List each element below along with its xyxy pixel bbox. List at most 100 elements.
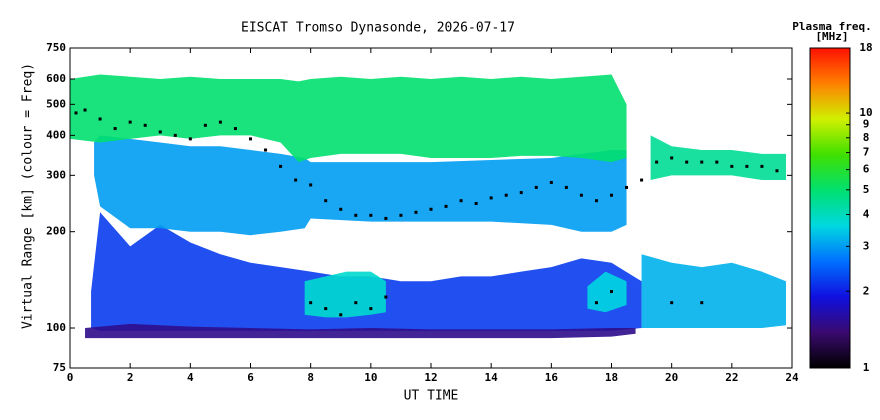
x-tick-label: 12 — [424, 371, 437, 384]
y-tick-label: 750 — [46, 41, 66, 54]
y-tick-label: 100 — [46, 321, 66, 334]
x-tick-label: 22 — [725, 371, 738, 384]
x-tick-label: 18 — [605, 371, 618, 384]
x-tick-label: 24 — [785, 371, 799, 384]
trace-point — [203, 123, 207, 127]
y-tick-label: 400 — [46, 128, 66, 141]
trace-point — [309, 183, 313, 187]
echo-layer — [70, 74, 627, 163]
trace-point — [444, 204, 448, 208]
trace-point — [429, 207, 433, 211]
trace-point — [143, 123, 147, 127]
trace-point — [700, 301, 704, 305]
colorbar-unit: [MHz] — [815, 30, 848, 43]
trace-point — [309, 301, 313, 305]
trace-point — [549, 180, 553, 184]
trace-point — [519, 191, 523, 195]
trace-point — [128, 120, 132, 124]
trace-point — [594, 301, 598, 305]
x-tick-label: 6 — [247, 371, 254, 384]
trace-point — [249, 137, 252, 141]
colorbar-tick-label: 8 — [863, 131, 870, 144]
trace-point — [264, 148, 268, 152]
chart-title: EISCAT Tromso Dynasonde, 2026-07-17 — [241, 21, 515, 36]
trace-point — [354, 213, 358, 217]
trace-point — [610, 193, 613, 197]
trace-point — [83, 108, 87, 112]
x-axis-label: UT TIME — [404, 389, 459, 404]
trace-point — [324, 199, 328, 203]
trace-point — [188, 137, 192, 141]
echo-layer — [650, 135, 786, 181]
trace-point — [218, 120, 222, 124]
trace-point — [474, 201, 478, 205]
echo-layer — [641, 254, 786, 329]
y-axis-label: Virtual Range [km] (colour = Freq) — [21, 63, 36, 329]
x-tick-label: 14 — [485, 371, 499, 384]
echo-layer — [94, 135, 627, 236]
trace-point — [369, 213, 373, 217]
trace-point — [74, 111, 78, 115]
colorbar-tick-label: 9 — [863, 118, 870, 131]
trace-point — [579, 193, 583, 197]
x-tick-label: 0 — [67, 371, 74, 384]
trace-point — [670, 301, 674, 305]
y-tick-label: 500 — [46, 97, 66, 110]
trace-point — [625, 185, 629, 189]
trace-point — [369, 307, 373, 311]
trace-point — [384, 295, 388, 299]
trace-point — [715, 160, 719, 164]
trace-point — [113, 127, 117, 131]
x-tick-label: 2 — [127, 371, 134, 384]
trace-point — [670, 156, 674, 160]
trace-point — [294, 178, 298, 182]
x-tick-label: 10 — [364, 371, 377, 384]
trace-point — [459, 199, 463, 203]
trace-point — [399, 213, 403, 217]
trace-point — [98, 117, 102, 121]
y-tick-label: 200 — [46, 225, 66, 238]
trace-point — [279, 164, 283, 168]
trace-point — [339, 313, 343, 317]
x-tick-label: 8 — [307, 371, 314, 384]
trace-point — [324, 307, 328, 311]
trace-point — [685, 160, 689, 164]
trace-point — [504, 193, 508, 197]
colorbar-tick-label: 6 — [863, 163, 870, 176]
colorbar-tick-label: 10 — [859, 106, 872, 119]
trace-point — [233, 127, 237, 131]
trace-point — [610, 290, 613, 294]
colorbar-tick-label: 4 — [863, 208, 870, 221]
trace-point — [489, 196, 493, 200]
trace-point — [700, 160, 704, 164]
colorbar-tick-label: 5 — [863, 183, 870, 196]
colorbar-tick-label: 18 — [859, 41, 872, 54]
trace-point — [414, 210, 418, 214]
trace-point — [640, 178, 644, 182]
x-tick-label: 20 — [665, 371, 678, 384]
trace-point — [173, 133, 177, 137]
trace-point — [745, 164, 749, 168]
trace-point — [730, 164, 734, 168]
trace-point — [384, 216, 388, 220]
echo-layer — [85, 323, 636, 339]
echo-layer — [304, 271, 386, 318]
colorbar — [809, 47, 851, 369]
trace-point — [158, 130, 162, 134]
trace-point — [760, 164, 764, 168]
colorbar-title: Plasma freq. — [792, 20, 871, 33]
colorbar-tick-label: 2 — [863, 284, 870, 297]
trace-point — [339, 207, 343, 211]
y-tick-label: 75 — [53, 361, 66, 374]
trace-point — [354, 301, 358, 305]
x-tick-label: 16 — [545, 371, 559, 384]
colorbar-tick-label: 3 — [863, 239, 870, 252]
y-tick-label: 600 — [46, 72, 66, 85]
colorbar-tick-label: 1 — [863, 361, 870, 374]
trace-point — [564, 185, 568, 189]
trace-point — [655, 160, 659, 164]
colorbar-tick-label: 7 — [863, 146, 870, 159]
trace-point — [775, 169, 779, 173]
y-tick-label: 300 — [46, 168, 66, 181]
